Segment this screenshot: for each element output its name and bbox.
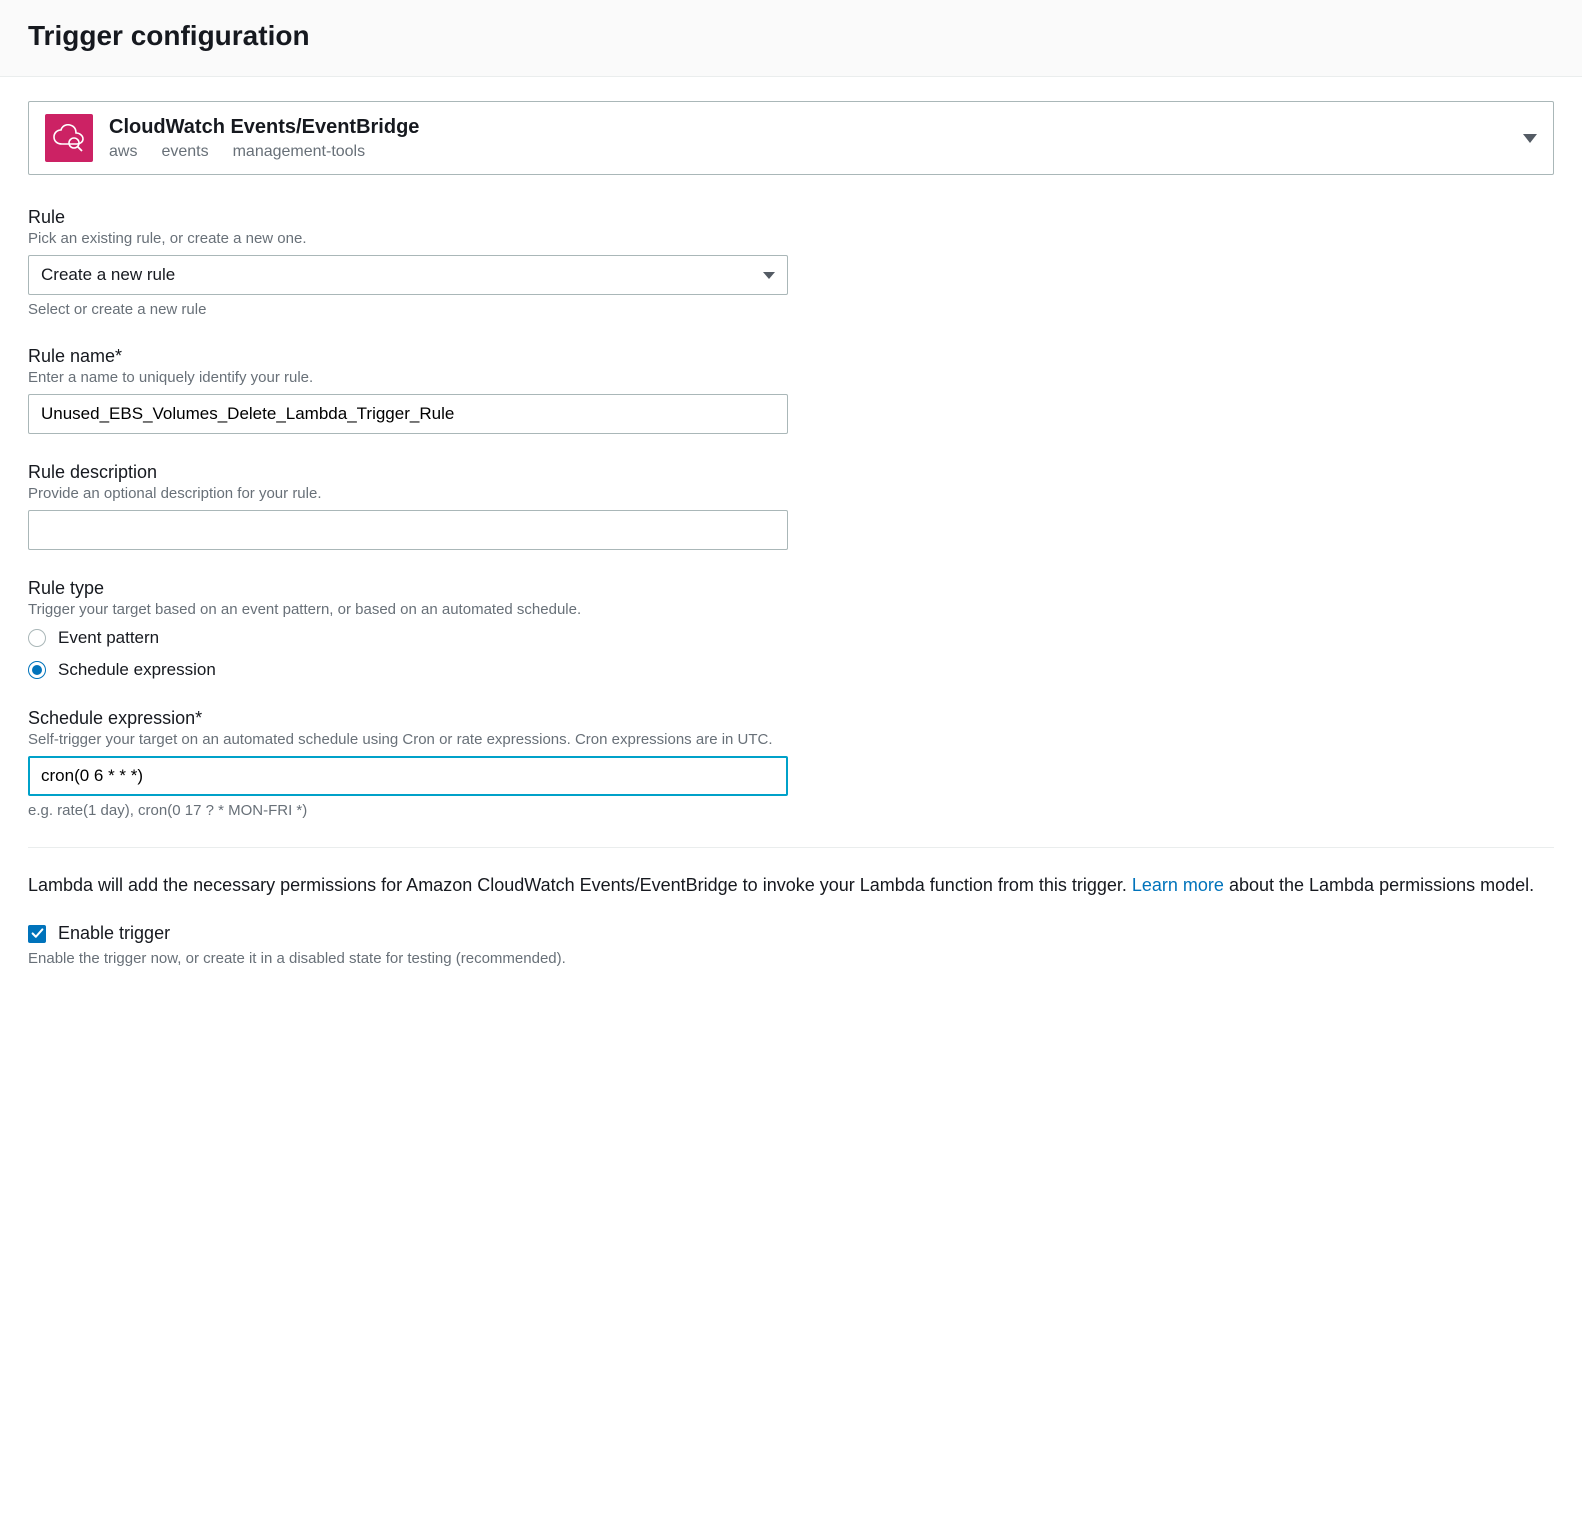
trigger-source-select[interactable]: CloudWatch Events/EventBridge aws events… [28,101,1554,175]
content-area: CloudWatch Events/EventBridge aws events… [0,77,1582,991]
rule-field: Rule Pick an existing rule, or create a … [28,207,1554,318]
divider [28,847,1554,848]
permissions-info: Lambda will add the necessary permission… [28,872,1554,899]
radio-schedule-expression[interactable]: Schedule expression [28,660,1554,680]
learn-more-link[interactable]: Learn more [1132,875,1224,895]
rule-select[interactable]: Create a new rule [28,255,788,295]
radio-event-pattern[interactable]: Event pattern [28,628,1554,648]
enable-trigger-field: Enable trigger Enable the trigger now, o… [28,923,1554,967]
schedule-expression-field: Schedule expression* Self-trigger your t… [28,708,1554,819]
schedule-expression-example: e.g. rate(1 day), cron(0 17 ? * MON-FRI … [28,802,1554,819]
enable-trigger-label: Enable trigger [58,923,170,944]
rule-type-field: Rule type Trigger your target based on a… [28,578,1554,680]
rule-name-label: Rule name* [28,346,1554,367]
cloudwatch-icon [45,114,93,162]
radio-button [28,629,46,647]
trigger-info: CloudWatch Events/EventBridge aws events… [109,116,419,161]
page-header: Trigger configuration [0,0,1582,77]
schedule-expression-hint: Self-trigger your target on an automated… [28,731,1554,748]
radio-button [28,661,46,679]
trigger-tag: management-tools [233,143,366,161]
enable-trigger-row: Enable trigger [28,923,1554,944]
rule-label: Rule [28,207,1554,228]
trigger-select-content: CloudWatch Events/EventBridge aws events… [45,114,419,162]
chevron-down-icon [763,272,775,279]
rule-select-value: Create a new rule [41,265,175,285]
rule-name-field: Rule name* Enter a name to uniquely iden… [28,346,1554,434]
rule-description-hint: Provide an optional description for your… [28,485,1554,502]
enable-trigger-checkbox[interactable] [28,925,46,943]
permissions-text-after: about the Lambda permissions model. [1224,875,1534,895]
radio-label: Schedule expression [58,660,216,680]
page-title: Trigger configuration [28,20,1554,52]
trigger-tag: events [161,143,208,161]
rule-name-hint: Enter a name to uniquely identify your r… [28,369,1554,386]
schedule-expression-input[interactable] [28,756,788,796]
permissions-text-before: Lambda will add the necessary permission… [28,875,1132,895]
rule-description-label: Rule description [28,462,1554,483]
rule-description-input[interactable] [28,510,788,550]
trigger-tag: aws [109,143,137,161]
rule-hint: Pick an existing rule, or create a new o… [28,230,1554,247]
trigger-tags: aws events management-tools [109,143,419,161]
enable-trigger-hint: Enable the trigger now, or create it in … [28,950,1554,967]
rule-type-hint: Trigger your target based on an event pa… [28,601,1554,618]
schedule-expression-label: Schedule expression* [28,708,1554,729]
rule-type-radio-group: Event pattern Schedule expression [28,628,1554,680]
radio-label: Event pattern [58,628,159,648]
trigger-name: CloudWatch Events/EventBridge [109,116,419,139]
radio-dot [32,665,42,675]
rule-name-input[interactable] [28,394,788,434]
chevron-down-icon [1523,134,1537,143]
rule-type-label: Rule type [28,578,1554,599]
rule-under-hint: Select or create a new rule [28,301,1554,318]
rule-description-field: Rule description Provide an optional des… [28,462,1554,550]
